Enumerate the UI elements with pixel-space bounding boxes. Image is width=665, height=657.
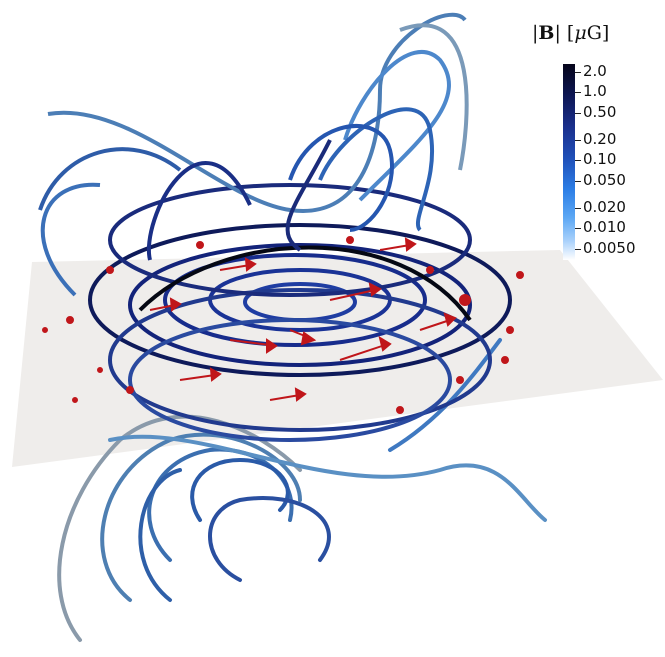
colorbar-title-mid: | [ xyxy=(554,22,574,44)
colorbar-tick-label: 0.10 xyxy=(583,152,616,167)
colorbar-title-mu: μ xyxy=(574,22,586,44)
colorbar-tick xyxy=(575,208,581,209)
colorbar-tick xyxy=(575,160,581,161)
colorbar-tick xyxy=(575,92,581,93)
colorbar-tick xyxy=(575,140,581,141)
colorbar-title: |B| [μG] xyxy=(532,22,609,44)
colorbar-tick-label: 0.0050 xyxy=(583,241,636,256)
colorbar-tick-label: 0.010 xyxy=(583,220,626,235)
colorbar-tick-label: 0.050 xyxy=(583,173,626,188)
colorbar xyxy=(563,64,575,260)
colorbar-tick-label: 2.0 xyxy=(583,64,607,79)
colorbar-tick xyxy=(575,181,581,182)
colorbar-title-unit: G] xyxy=(587,22,610,44)
colorbar-tick xyxy=(575,72,581,73)
colorbar-title-b: B xyxy=(538,22,554,44)
colorbar-tick xyxy=(575,249,581,250)
colorbar-tick xyxy=(575,228,581,229)
colorbar-tick-label: 0.20 xyxy=(583,132,616,147)
colorbar-tick-label: 0.50 xyxy=(583,105,616,120)
colorbar-tick-label: 1.0 xyxy=(583,84,607,99)
colorbar-tick-label: 0.020 xyxy=(583,200,626,215)
colorbar-tick xyxy=(575,113,581,114)
